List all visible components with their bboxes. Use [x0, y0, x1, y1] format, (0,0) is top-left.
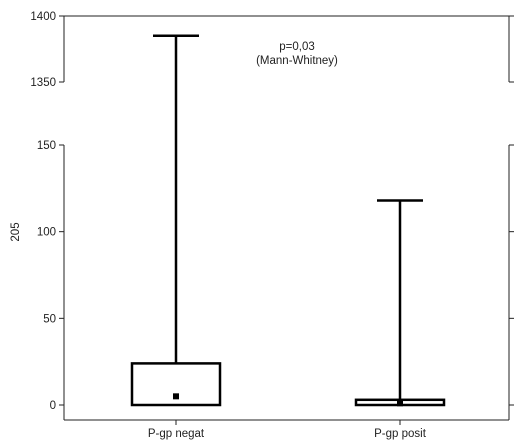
y-tick-label: 100	[37, 227, 56, 239]
plot-frame	[63, 15, 510, 421]
x-tick-label: P-gp negat	[148, 428, 205, 440]
annotation-p-value: p=0,03	[279, 41, 315, 53]
median-marker	[397, 400, 403, 407]
y-ticks: 0 50 100 150 1350 1400	[30, 11, 514, 412]
y-tick-label: 50	[43, 313, 56, 325]
y-tick-label: 150	[37, 140, 56, 152]
y-axis-label: 205	[10, 222, 22, 241]
annotation-test-name: (Mann-Whitney)	[256, 55, 338, 67]
x-tick-label: P-gp posit	[374, 428, 427, 440]
y-tick-label: 1350	[30, 77, 56, 89]
y-tick-label: 1400	[30, 11, 56, 23]
y-tick-label: 0	[50, 400, 56, 412]
boxes	[130, 34, 446, 407]
median-marker	[173, 393, 179, 400]
box-iqr	[130, 362, 222, 407]
x-ticks: P-gp negat P-gp posit	[148, 420, 427, 440]
